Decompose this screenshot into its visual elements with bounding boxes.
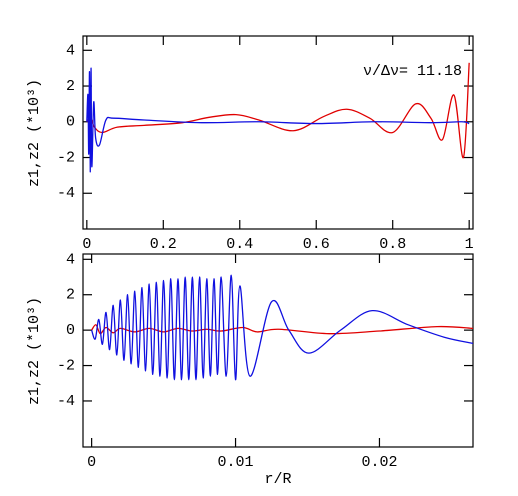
plot-frame [82,35,474,230]
x-tick-label: 0 [87,454,96,471]
y-axis-label: z1,z2 (*10³) [26,79,43,187]
x-tick-label: 0.6 [303,236,330,253]
x-tick-label: 0 [82,236,91,253]
y-tick-label: -4 [57,393,75,410]
y-tick-label: -2 [57,358,75,375]
x-tick-label: 1 [465,236,474,253]
y-tick-label: -2 [57,149,75,166]
y-axis-label: z1,z2 (*10³) [26,297,43,405]
y-tick-label: 2 [66,287,75,304]
x-axis-label: r/R [264,471,291,488]
x-tick-label: 0.2 [150,236,177,253]
y-tick-label: 4 [66,251,75,268]
data-line [91,324,473,335]
x-tick-label: 0.4 [226,236,253,253]
annotation: ν/Δν= 11.18 [363,63,462,80]
x-tick-label: 0.8 [379,236,406,253]
y-tick-label: -4 [57,185,75,202]
y-tick-label: 0 [66,114,75,131]
y-tick-label: 4 [66,42,75,59]
plot-frame [82,253,474,448]
data-line [86,62,470,159]
data-line [86,67,470,173]
y-tick-label: 0 [66,322,75,339]
x-tick-label: 0.01 [218,454,254,471]
y-tick-label: 2 [66,78,75,95]
x-tick-label: 0.02 [361,454,397,471]
data-line [91,274,473,381]
